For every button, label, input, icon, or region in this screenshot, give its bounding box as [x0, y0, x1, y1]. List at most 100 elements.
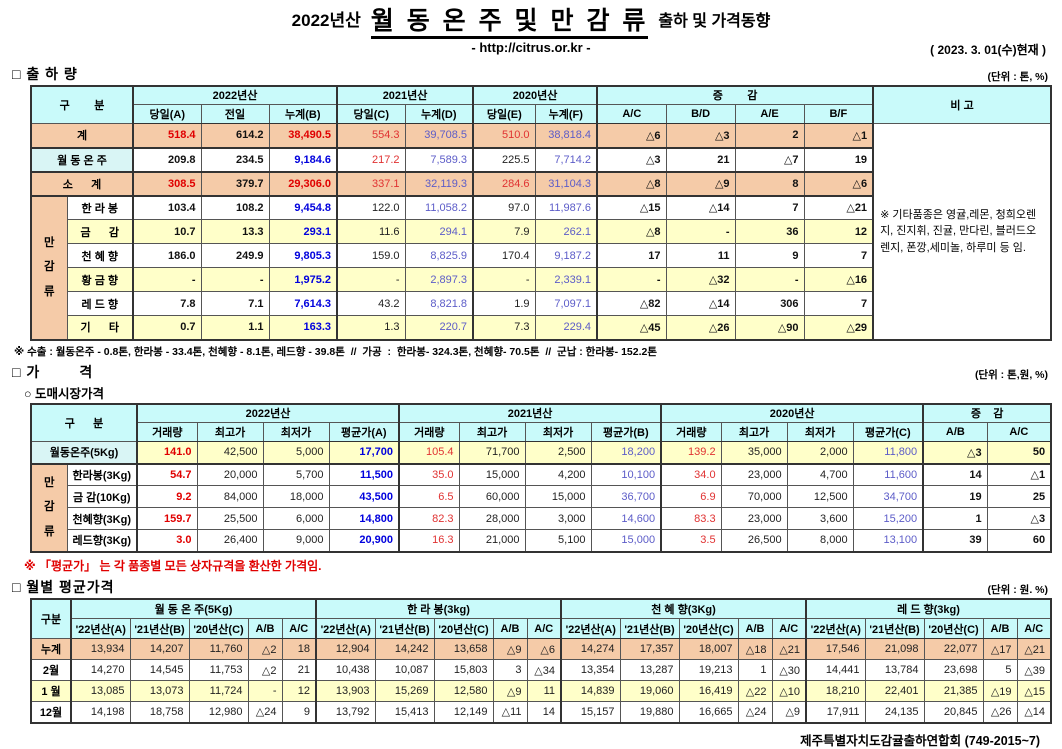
cell: △9	[665, 170, 736, 196]
cell: △3	[922, 441, 988, 464]
cell: 9	[734, 243, 805, 268]
cell: 13,287	[619, 659, 680, 681]
column-subheader: '22년산(A)	[315, 618, 376, 639]
column-subheader: '22년산(A)	[70, 618, 131, 639]
cell: 1	[737, 659, 773, 681]
price-footnote: ※ 「평균가」 는 각 품종별 모든 상자규격을 환산한 가격임.	[24, 558, 322, 573]
column-subheader: A/B	[737, 618, 773, 639]
cell: 18	[281, 638, 317, 660]
cell: 3,000	[524, 507, 592, 530]
cell: △18	[737, 638, 773, 660]
cell: 10,438	[315, 659, 376, 681]
cell: 60,000	[458, 485, 526, 508]
cell: 14,839	[560, 680, 621, 702]
cell: 13,792	[315, 701, 376, 723]
table-row: 황 금 향 - -1,975.2-2,897.3-2,339.1- △32- △16	[31, 267, 1052, 292]
cell: 18,210	[805, 680, 866, 702]
cell: △6	[803, 170, 874, 196]
cell: 20,900	[328, 529, 400, 552]
cell: 17,546	[805, 638, 866, 660]
cell: 2,000	[786, 441, 854, 464]
cell: △90	[734, 315, 805, 340]
cell: △7	[734, 146, 805, 172]
cell: 39	[922, 529, 988, 552]
cell: △9	[492, 638, 528, 660]
cell: 38,490.5	[268, 123, 338, 148]
cell: 7	[803, 243, 874, 268]
cell: 108.2	[200, 194, 270, 220]
cell: △82	[596, 291, 667, 316]
cell: 8,000	[786, 529, 854, 552]
wholesale-price-table: 구 분 2022년산 2021년산 2020년산 증 감 거래량 최고가 최저가 평균가(A) 거…	[30, 402, 1053, 553]
shipment-section-title: □ 출 하 량	[12, 65, 78, 82]
cell: 14,270	[70, 659, 131, 681]
cell: 16,665	[678, 701, 739, 723]
title-main: 월 동 온 주 및 만 감 류	[370, 7, 649, 39]
table-row: 소 계 308.5 379.7 29,306.0 337.1 32,119.3 284.6 3…	[30, 170, 1052, 196]
cell: 9,000	[262, 529, 330, 552]
cell: 26,500	[720, 529, 788, 552]
cell: 12,904	[315, 638, 376, 660]
cell: △3	[665, 123, 736, 148]
column-subheader: 누계(F)	[534, 104, 598, 124]
cell: 11	[526, 680, 562, 702]
cell: △16	[803, 267, 874, 292]
cell: 554.3	[336, 123, 406, 148]
cell: 15,000	[524, 485, 592, 508]
cell: △19	[982, 680, 1018, 702]
row-label: 레 드 향	[66, 291, 134, 316]
shipment-section-header: □ 출 하 량 (단위 : 톤, %)	[12, 64, 1050, 84]
column-subheader: 당일(A)	[132, 104, 202, 124]
column-group-header: 증 감	[596, 85, 874, 105]
cell: 229.4	[534, 315, 598, 340]
row-label: 2월	[30, 659, 72, 681]
cell: -	[247, 680, 283, 702]
title-subbar: - http://citrus.or.kr - ( 2023. 3. 01(수)…	[10, 39, 1052, 61]
cell: 70,000	[720, 485, 788, 508]
cell: 1,975.2	[268, 267, 338, 292]
cell: △9	[492, 680, 528, 702]
column-subheader: A/C	[771, 618, 807, 639]
cell: 83.3	[660, 507, 722, 530]
cell: 14	[526, 701, 562, 723]
cell: △21	[803, 194, 874, 220]
column-subheader: A/E	[734, 104, 805, 124]
cell: 12,980	[188, 701, 249, 723]
cell: △8	[596, 170, 667, 196]
title-year: 2022년산	[291, 11, 361, 30]
cell: 2,339.1	[534, 267, 598, 292]
column-subheader: 거래량	[398, 422, 460, 442]
cell: 10,100	[590, 462, 662, 486]
cell: 1.1	[200, 315, 270, 340]
cell: 614.2	[200, 123, 270, 148]
cell: 12	[281, 680, 317, 702]
row-label: 월 동 온 주	[30, 146, 134, 172]
column-header-gubun: 구 분	[30, 403, 138, 442]
cell: 11,987.6	[534, 194, 598, 220]
column-subheader: 당일(E)	[472, 104, 536, 124]
row-label: 계	[30, 123, 134, 148]
cell: △14	[665, 194, 736, 220]
column-group-header: 2020년산	[472, 85, 598, 105]
row-label: 누계	[30, 638, 72, 660]
cell: 11,753	[188, 659, 249, 681]
cell: 6.5	[398, 485, 460, 508]
cell: △9	[771, 701, 807, 723]
column-header-gubun: 구분	[30, 598, 72, 639]
cell: 15,157	[560, 701, 621, 723]
shipment-unit-note: (단위 : 톤, %)	[987, 70, 1048, 83]
cell: 13.3	[200, 219, 270, 244]
organization-footer: 제주특별자치도감귤출하연합회 (749-2015~7)	[800, 733, 1040, 748]
table-row: 계 518.4 614.2 38,490.5 554.3 39,708.5 510.0 38,…	[30, 123, 1052, 340]
cell: 15,269	[374, 680, 435, 702]
column-subheader: 최저가	[262, 422, 330, 442]
cell: 42,500	[196, 441, 264, 464]
table-row: 월동온주(5Kg) 141.0 42,500 5,000 17,700 105.4 71,7…	[30, 441, 1052, 464]
cell: 18,007	[678, 638, 739, 660]
cell: 13,658	[433, 638, 494, 660]
cell: △11	[492, 701, 528, 723]
cell: 14,242	[374, 638, 435, 660]
cell: 225.5	[472, 146, 536, 172]
cell: △8	[596, 219, 667, 244]
cell: 5	[982, 659, 1018, 681]
